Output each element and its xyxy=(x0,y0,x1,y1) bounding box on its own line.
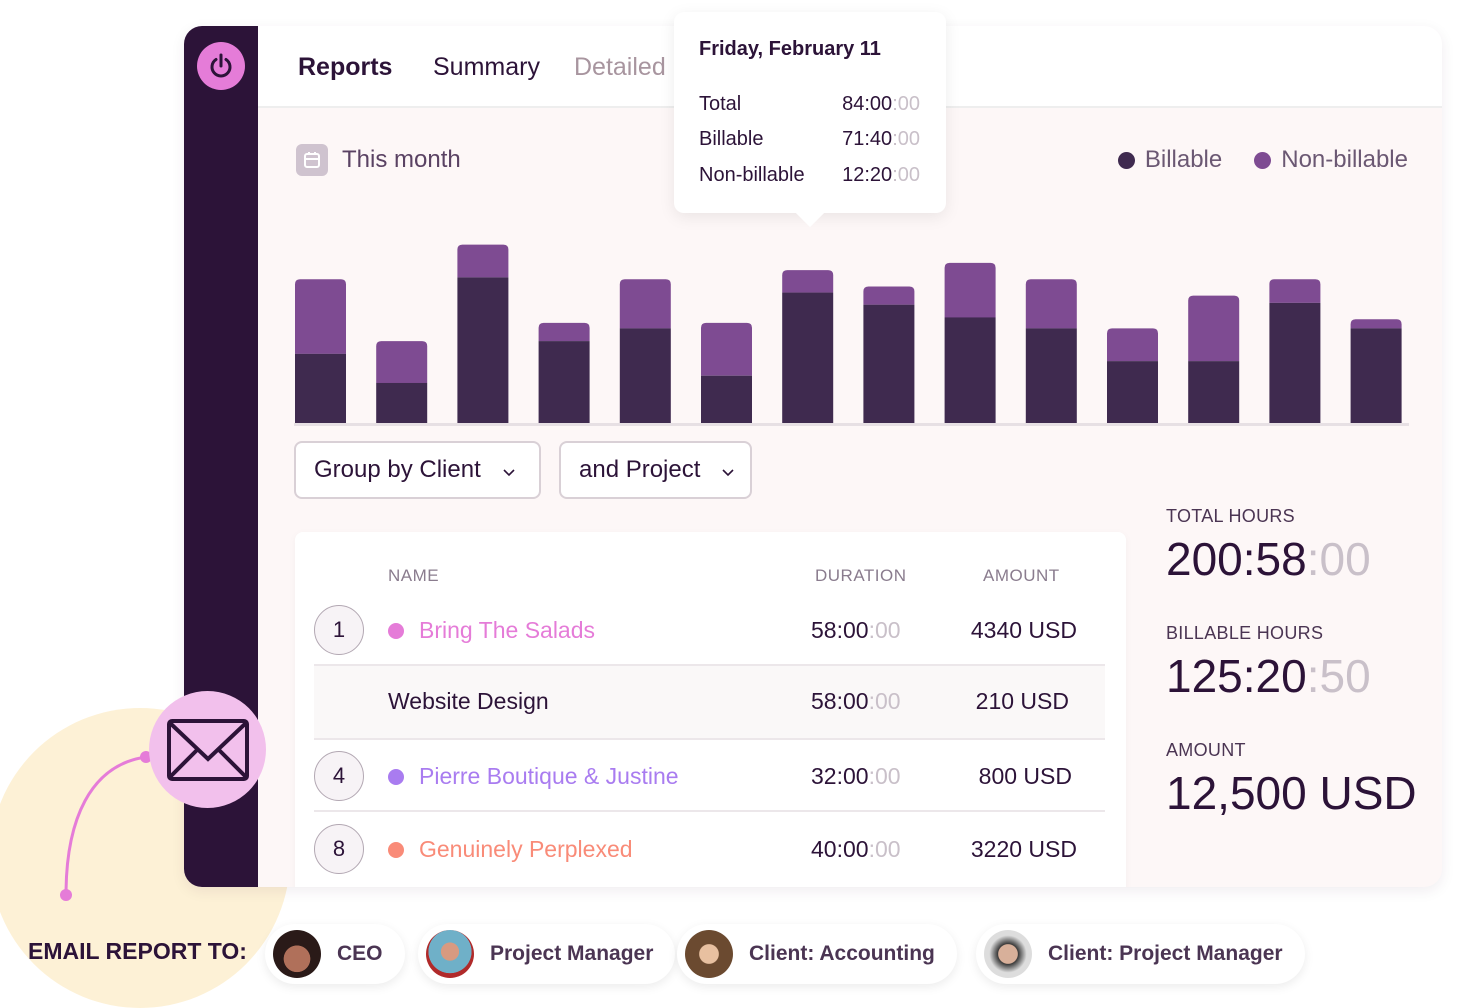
bar-non-billable[interactable] xyxy=(619,279,671,329)
row-duration: 58:00:00 xyxy=(811,617,901,643)
row-amount: 800 USD xyxy=(978,763,1072,789)
bar-billable[interactable] xyxy=(1188,361,1240,423)
col-amount: AMOUNT xyxy=(983,566,1060,585)
row-name: Genuinely Perplexed xyxy=(419,836,633,862)
chart-baseline xyxy=(294,423,1409,426)
bar-non-billable[interactable] xyxy=(1107,328,1158,362)
row-amount: 3220 USD xyxy=(970,836,1077,862)
email-envelope-icon[interactable] xyxy=(149,691,266,808)
row-name: Website Design xyxy=(388,688,549,714)
avatar xyxy=(426,930,474,978)
group-by-dropdown[interactable]: Group by Client xyxy=(294,441,541,499)
chart-legend: Billable Non-billable xyxy=(1117,146,1408,174)
recipient-client-accounting[interactable]: Client: Accounting xyxy=(677,924,957,984)
bar-billable[interactable] xyxy=(782,292,834,423)
col-duration: DURATION xyxy=(815,566,907,585)
total-hours-value: 200:58:00 xyxy=(1166,533,1371,585)
tooltip-title: Friday, February 11 xyxy=(699,38,881,60)
recipient-ceo[interactable]: CEO xyxy=(265,924,405,984)
table-row[interactable]: 4 Pierre Boutique & Justine 32:00:00 800… xyxy=(314,740,1105,812)
row-number: 4 xyxy=(314,751,364,801)
bar-billable[interactable] xyxy=(1269,302,1321,423)
bar-non-billable[interactable] xyxy=(782,270,834,293)
table-row-subitem[interactable]: Website Design 58:00:00 210 USD xyxy=(314,666,1105,740)
legend-dot xyxy=(1117,151,1135,169)
table-row[interactable]: 8 Genuinely Perplexed 40:00:00 3220 USD xyxy=(314,812,1105,886)
bar-non-billable[interactable] xyxy=(1269,279,1321,303)
row-duration: 58:00:00 xyxy=(811,688,901,714)
subgroup-dropdown[interactable]: and Project xyxy=(559,441,752,499)
client-color-dot xyxy=(388,623,404,639)
bar-non-billable[interactable] xyxy=(457,244,509,278)
row-number: 1 xyxy=(314,605,364,655)
bar-billable[interactable] xyxy=(1107,361,1158,423)
recipient-project-manager[interactable]: Project Manager xyxy=(418,924,676,984)
tooltip-row: Non-billable 12:20:00 xyxy=(699,164,920,186)
email-report-label: EMAIL REPORT TO: xyxy=(28,938,247,964)
calendar-icon xyxy=(296,144,328,176)
bar-billable[interactable] xyxy=(701,375,752,423)
tooltip-row: Total 84:00:00 xyxy=(699,93,920,115)
bar-billable[interactable] xyxy=(944,317,996,423)
client-color-dot xyxy=(388,769,404,785)
period-label: This month xyxy=(342,146,461,173)
tab-summary[interactable]: Summary xyxy=(433,53,540,81)
total-hours-label: TOTAL HOURS xyxy=(1166,506,1295,526)
bar-non-billable[interactable] xyxy=(1350,319,1402,329)
row-name: Pierre Boutique & Justine xyxy=(419,763,679,789)
power-logo-icon[interactable] xyxy=(197,42,245,90)
row-name: Bring The Salads xyxy=(419,617,596,643)
col-name: NAME xyxy=(388,566,440,585)
row-duration: 40:00:00 xyxy=(811,836,901,862)
bar-non-billable[interactable] xyxy=(295,279,346,354)
bar-billable[interactable] xyxy=(538,341,590,423)
amount-value: 12,500 USD xyxy=(1166,767,1417,819)
legend-non-billable: Non-billable xyxy=(1254,146,1408,174)
chevron-down-icon xyxy=(503,456,515,484)
bar-non-billable[interactable] xyxy=(701,322,752,376)
chevron-down-icon xyxy=(722,456,734,484)
avatar xyxy=(685,930,733,978)
tab-reports[interactable]: Reports xyxy=(298,53,393,81)
report-table: NAME DURATION AMOUNT 1 Bring The Salads … xyxy=(295,532,1126,887)
bar-billable[interactable] xyxy=(376,382,428,423)
recipient-client-project-manager[interactable]: Client: Project Manager xyxy=(976,924,1305,984)
bar-billable[interactable] xyxy=(863,304,915,423)
billable-hours-value: 125:20:50 xyxy=(1166,650,1371,702)
tooltip-row: Billable 71:40:00 xyxy=(699,128,920,150)
tab-detailed[interactable]: Detailed xyxy=(574,53,666,81)
bar-non-billable[interactable] xyxy=(538,322,590,342)
bar-non-billable[interactable] xyxy=(1188,295,1240,362)
bar-billable[interactable] xyxy=(457,277,509,423)
avatar xyxy=(273,930,321,978)
bar-non-billable[interactable] xyxy=(944,262,996,318)
row-duration: 32:00:00 xyxy=(811,763,901,789)
amount-label: AMOUNT xyxy=(1166,740,1246,760)
billable-hours-label: BILLABLE HOURS xyxy=(1166,623,1324,643)
period-selector[interactable]: This month xyxy=(296,144,461,176)
legend-label: Non-billable xyxy=(1281,146,1408,173)
table-row[interactable]: 1 Bring The Salads 58:00:00 4340 USD xyxy=(314,598,1105,666)
legend-label: Billable xyxy=(1144,146,1223,173)
bar-billable[interactable] xyxy=(295,353,346,423)
hours-bar-chart xyxy=(294,244,1409,426)
legend-billable: Billable xyxy=(1117,146,1223,174)
legend-dot xyxy=(1254,151,1272,169)
bar-billable[interactable] xyxy=(619,328,671,423)
avatar xyxy=(984,930,1032,978)
bar-non-billable[interactable] xyxy=(863,286,915,305)
row-amount: 4340 USD xyxy=(970,617,1077,643)
subgroup-value: and Project xyxy=(579,456,701,483)
bar-billable[interactable] xyxy=(1350,328,1402,423)
client-color-dot xyxy=(388,842,404,858)
group-by-value: Group by Client xyxy=(314,456,481,483)
bar-billable[interactable] xyxy=(1025,328,1077,423)
chart-tooltip: Friday, February 11 Total 84:00:00 Billab… xyxy=(674,12,946,228)
connector-line xyxy=(60,751,152,901)
row-amount: 210 USD xyxy=(975,688,1069,714)
bar-non-billable[interactable] xyxy=(376,341,428,383)
bar-non-billable[interactable] xyxy=(1025,279,1077,329)
row-number: 8 xyxy=(314,824,364,874)
